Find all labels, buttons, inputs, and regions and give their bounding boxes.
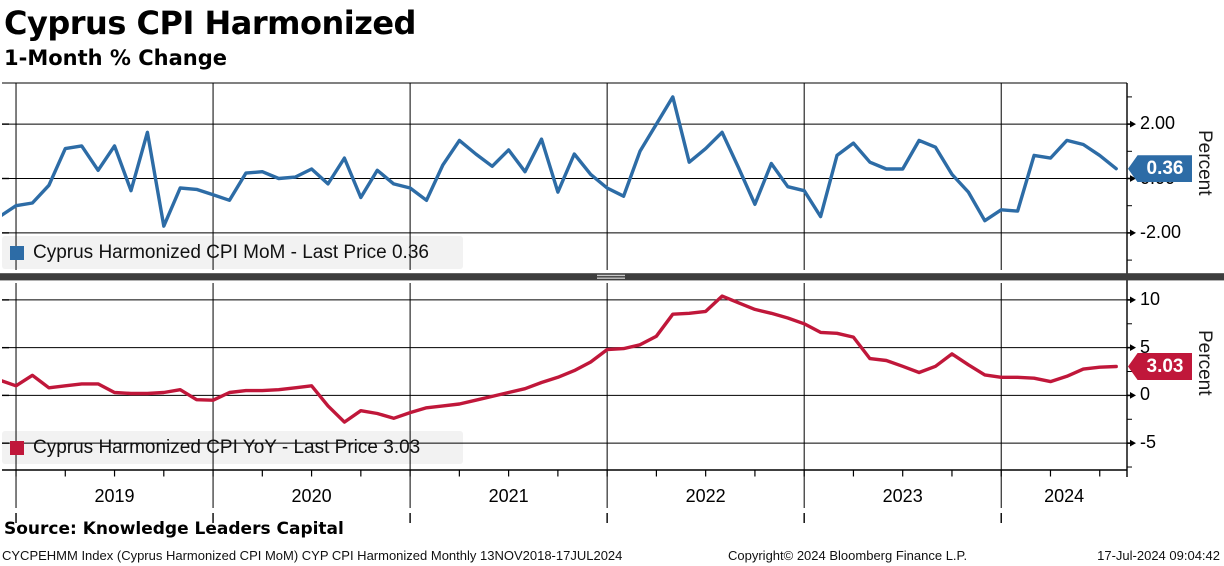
yoy-series-swatch-icon bbox=[10, 440, 24, 455]
x-axis-year-label: 2019 bbox=[94, 486, 135, 506]
mom-series-swatch-icon bbox=[10, 245, 24, 260]
x-axis-year-label: 2024 bbox=[1044, 486, 1085, 506]
top-panel-y-tick-label: 2.00 bbox=[1140, 113, 1176, 134]
x-axis-year-label: 2020 bbox=[291, 486, 332, 506]
x-axis-year-label: 2022 bbox=[685, 486, 726, 506]
x-axis-year-label: 2021 bbox=[488, 486, 529, 506]
top-panel-legend: Cyprus Harmonized CPI MoM - Last Price 0… bbox=[10, 236, 429, 269]
bottom-panel-axis-title: Percent bbox=[1194, 330, 1215, 396]
top-panel-y-tick-label: -2.00 bbox=[1140, 221, 1182, 242]
page-subtitle: 1-Month % Change bbox=[4, 46, 228, 70]
bottom-panel-y-tick-label: 10 bbox=[1140, 288, 1161, 309]
bottom-panel-y-tick-label: 5 bbox=[1140, 336, 1151, 357]
bottom-panel-legend: Cyprus Harmonized CPI YoY - Last Price 3… bbox=[10, 431, 420, 464]
copyright-notice: Copyright© 2024 Bloomberg Finance L.P. bbox=[728, 548, 968, 563]
top-panel-axis-title: Percent bbox=[1194, 130, 1215, 196]
source-credit: Source: Knowledge Leaders Capital bbox=[4, 519, 344, 539]
bottom-panel-y-tick-label: 0 bbox=[1140, 384, 1151, 405]
x-axis-year-label: 2023 bbox=[882, 486, 923, 506]
bottom-panel-y-tick-label: -5 bbox=[1140, 432, 1157, 453]
yoy-last-price-tag: 3.03 bbox=[1128, 352, 1192, 380]
mom-legend-label: Cyprus Harmonized CPI MoM - Last Price 0… bbox=[33, 241, 429, 263]
ticker-description: CYCPEHMM Index (Cyprus Harmonized CPI Mo… bbox=[2, 548, 623, 563]
page-title: Cyprus CPI Harmonized bbox=[4, 4, 416, 42]
yoy-legend-label: Cyprus Harmonized CPI YoY - Last Price 3… bbox=[33, 436, 421, 458]
mom-last-price-tag: 0.36 bbox=[1128, 155, 1192, 183]
timestamp: 17-Jul-2024 09:04:42 bbox=[1097, 548, 1220, 563]
